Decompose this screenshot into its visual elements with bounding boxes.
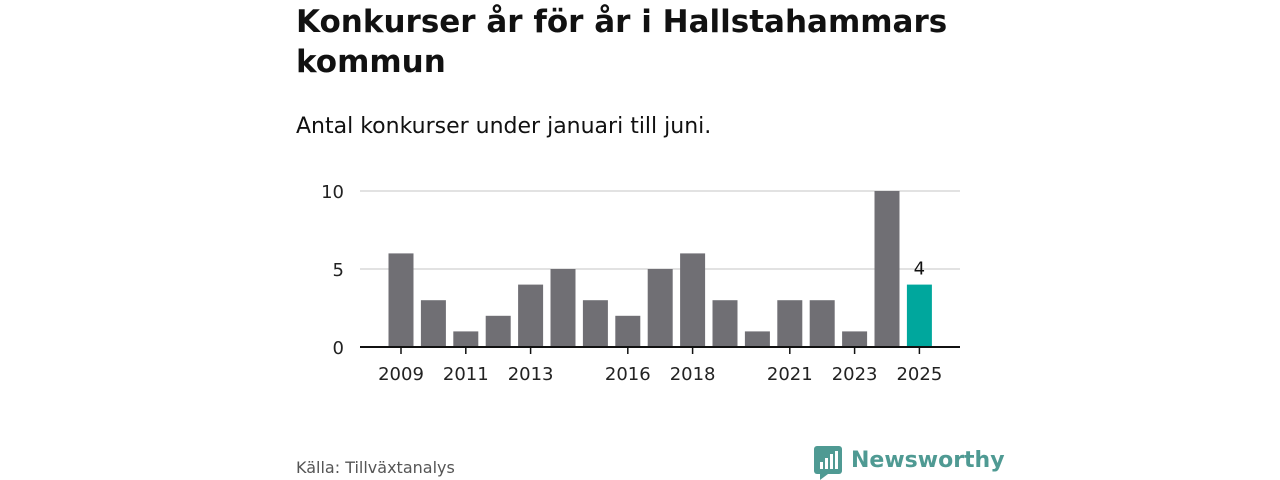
x-tick-label: 2009 bbox=[378, 364, 424, 385]
bar-2019 bbox=[712, 300, 738, 347]
x-tick-label: 2018 bbox=[670, 364, 716, 385]
data-labels: 4 bbox=[914, 259, 925, 280]
grid-lines bbox=[360, 190, 960, 270]
bar-2015 bbox=[582, 300, 608, 347]
y-tick-label: 5 bbox=[333, 260, 344, 281]
x-axis-ticks: 2009 2011 2013 2016 2018 2021 2023 2025 bbox=[378, 347, 942, 385]
bar-2014 bbox=[550, 269, 576, 347]
x-tick-label: 2016 bbox=[605, 364, 651, 385]
x-tick-label: 2025 bbox=[896, 364, 942, 385]
bar-2020 bbox=[744, 331, 770, 347]
bar-2011 bbox=[453, 331, 479, 347]
brand-logo-group: Newsworthy bbox=[814, 446, 1005, 480]
bar-2021 bbox=[777, 300, 803, 347]
bar-2016 bbox=[615, 315, 641, 347]
x-tick-label: 2013 bbox=[508, 364, 554, 385]
bars bbox=[388, 191, 932, 347]
x-tick-label: 2011 bbox=[443, 364, 489, 385]
y-tick-label: 0 bbox=[333, 338, 344, 359]
bar-2023 bbox=[842, 331, 868, 347]
source-note: Källa: Tillväxtanalys bbox=[296, 458, 455, 477]
bar-2022 bbox=[809, 300, 835, 347]
bar-2012 bbox=[485, 315, 511, 347]
bar-2013 bbox=[518, 284, 544, 347]
newsworthy-logo-icon bbox=[814, 446, 842, 480]
bar-2025 bbox=[906, 284, 932, 347]
y-axis-ticks: 0 5 10 bbox=[321, 182, 344, 359]
data-label-2025: 4 bbox=[914, 259, 925, 280]
bar-2017 bbox=[647, 269, 673, 347]
y-tick-label: 10 bbox=[321, 182, 344, 203]
chart-subtitle: Antal konkurser under januari till juni. bbox=[296, 114, 712, 139]
x-tick-label: 2023 bbox=[832, 364, 878, 385]
chart-title: Konkurser år för år i Hallstahammars kom… bbox=[296, 4, 948, 80]
x-tick-label: 2021 bbox=[767, 364, 813, 385]
bar-2010 bbox=[420, 300, 446, 347]
brand-name: Newsworthy bbox=[851, 448, 1005, 473]
bar-2024 bbox=[874, 191, 900, 347]
bar-2009 bbox=[388, 253, 414, 347]
bar-2018 bbox=[680, 253, 706, 347]
